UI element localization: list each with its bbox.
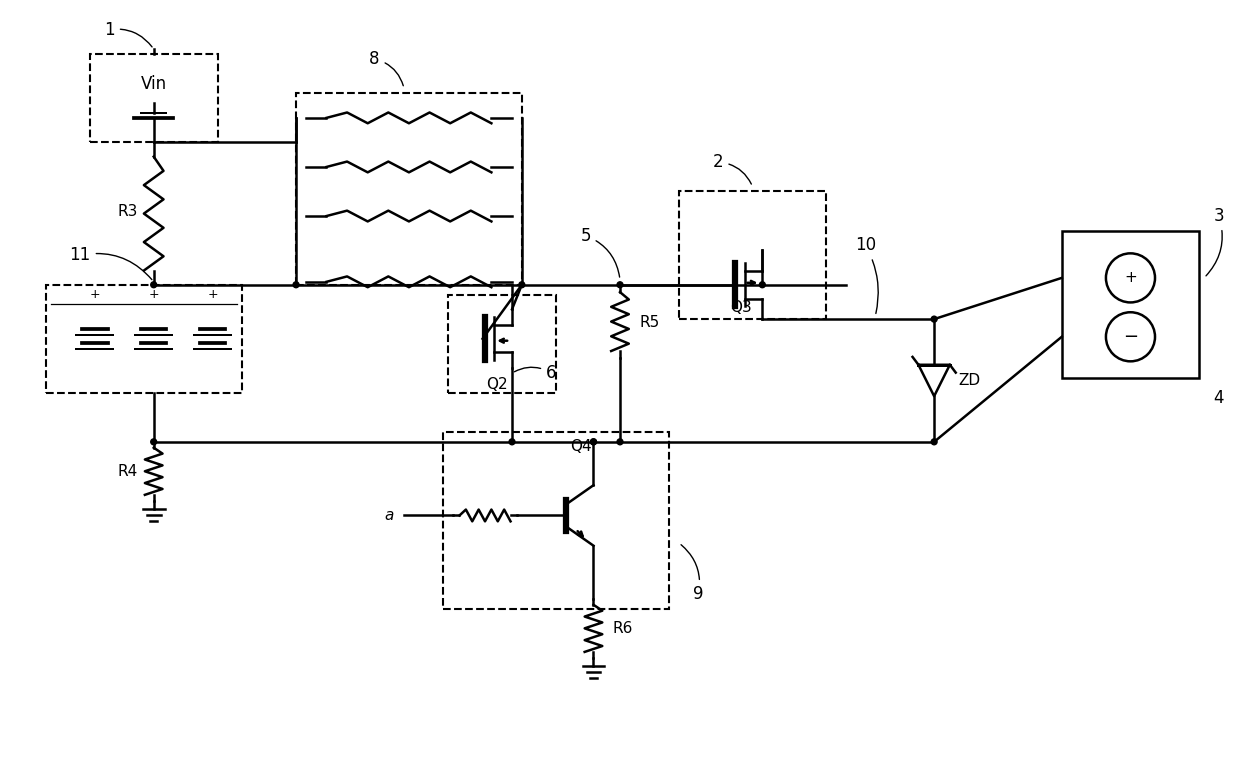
Text: Q3: Q3: [730, 300, 751, 315]
Text: Q4: Q4: [570, 439, 591, 454]
Bar: [46, 285, 242, 393]
Text: 4: 4: [1214, 389, 1224, 406]
Text: R4: R4: [117, 464, 138, 479]
Text: R6: R6: [613, 621, 634, 636]
Text: 9: 9: [681, 545, 704, 603]
Text: 8: 8: [370, 50, 403, 86]
Text: 2: 2: [713, 153, 751, 184]
Bar: [296, 93, 522, 285]
Text: R3: R3: [117, 204, 138, 218]
Circle shape: [151, 439, 156, 445]
Bar: [448, 295, 557, 393]
Circle shape: [590, 439, 596, 445]
Text: 10: 10: [854, 236, 878, 314]
Text: a: a: [384, 508, 394, 523]
Circle shape: [293, 282, 299, 288]
Circle shape: [510, 439, 515, 445]
Text: R5: R5: [640, 315, 660, 330]
Bar: [1061, 230, 1199, 378]
Circle shape: [590, 439, 596, 445]
Text: 1: 1: [104, 20, 153, 47]
Text: +: +: [89, 288, 100, 301]
Circle shape: [931, 439, 937, 445]
Bar: [443, 432, 670, 609]
Bar: [680, 192, 826, 319]
Text: Q2: Q2: [486, 377, 508, 393]
Text: 6: 6: [515, 364, 557, 382]
Text: +: +: [1125, 271, 1137, 286]
Bar: [89, 54, 217, 143]
Text: ZD: ZD: [959, 373, 981, 388]
Text: +: +: [149, 288, 159, 301]
Circle shape: [151, 282, 156, 288]
Text: 5: 5: [580, 227, 620, 277]
Text: Vin: Vin: [140, 74, 166, 92]
Circle shape: [518, 282, 525, 288]
Circle shape: [759, 282, 765, 288]
Text: −: −: [1123, 327, 1138, 346]
Circle shape: [618, 282, 622, 288]
Text: +: +: [207, 288, 218, 301]
Circle shape: [618, 439, 622, 445]
Text: 11: 11: [69, 246, 153, 280]
Text: 3: 3: [1207, 207, 1224, 276]
Circle shape: [931, 316, 937, 322]
